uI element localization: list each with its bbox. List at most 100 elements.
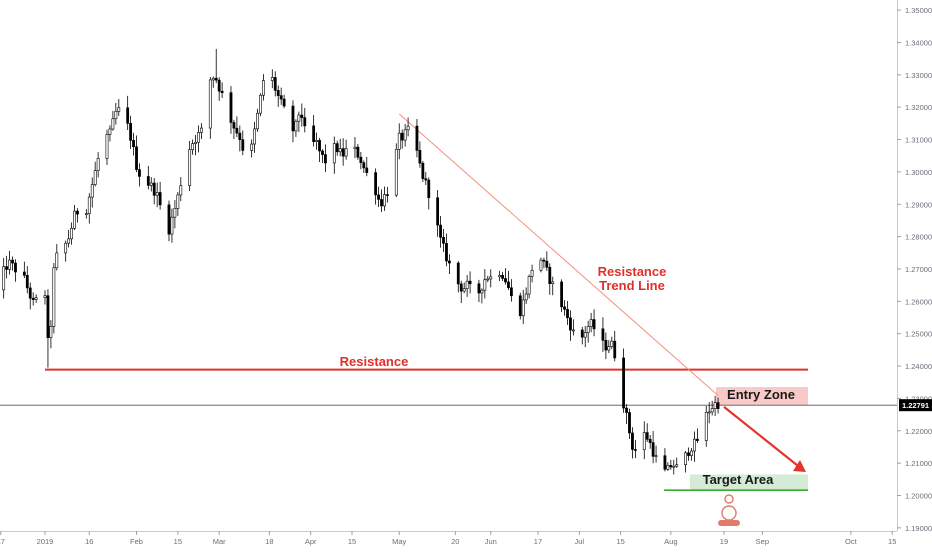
candle-bullish	[34, 297, 38, 300]
x-tick-label: Jul	[575, 537, 585, 546]
candle-bullish	[179, 185, 183, 196]
candle-bearish	[14, 262, 17, 273]
candle-bearish	[687, 452, 690, 456]
x-tick-label: 17	[0, 537, 5, 546]
candle-bullish	[105, 134, 109, 159]
y-tick-label: 1.31000	[905, 136, 932, 145]
candle-bullish	[250, 143, 254, 151]
y-tick-label: 1.25000	[905, 330, 932, 339]
candle-bullish	[572, 329, 575, 332]
x-tick-label: 17	[534, 537, 542, 546]
y-tick-label: 1.28000	[905, 233, 932, 242]
candle-bullish	[114, 110, 118, 120]
candle-bullish	[208, 79, 212, 129]
candle-bullish	[344, 148, 348, 157]
x-tick-label: 15	[174, 537, 182, 546]
candle-bullish	[297, 114, 301, 122]
candle-bullish	[524, 293, 528, 301]
candle-bullish	[315, 140, 318, 142]
candle-bearish	[312, 125, 316, 142]
candle-bullish	[73, 210, 76, 229]
x-tick-label: 16	[85, 537, 93, 546]
short-arrow-head	[793, 460, 806, 472]
candle-bearish	[220, 90, 224, 93]
candle-bullish	[338, 148, 342, 153]
candle-bullish	[200, 127, 203, 133]
candle-bullish	[52, 267, 56, 327]
candle-bullish	[539, 259, 543, 271]
candle-bearish	[501, 275, 504, 279]
y-tick-label: 1.20000	[905, 492, 932, 501]
candle-bearish	[545, 260, 549, 268]
candle-bearish	[374, 172, 378, 196]
candle-bullish	[262, 80, 265, 96]
x-tick-label: Sep	[756, 537, 769, 546]
tradingview-logo	[718, 494, 740, 526]
candle-bearish	[362, 162, 366, 169]
y-tick-label: 1.21000	[905, 459, 932, 468]
candle-bullish	[259, 94, 262, 114]
candle-bearish	[421, 162, 425, 179]
candle-bullish	[111, 118, 115, 130]
candle-bearish	[628, 412, 631, 434]
candle-bearish	[135, 146, 138, 170]
candle-bearish	[418, 150, 422, 164]
candle-bullish	[684, 452, 687, 466]
y-tick-label: 1.24000	[905, 362, 932, 371]
y-tick-label: 1.35000	[905, 6, 932, 15]
candle-bearish	[291, 105, 295, 132]
candle-bullish	[521, 299, 525, 317]
x-tick-label: Feb	[130, 537, 143, 546]
candle-bullish	[498, 275, 502, 278]
candle-bearish	[386, 194, 389, 196]
candle-bullish	[211, 77, 215, 81]
x-tick-label: May	[392, 537, 406, 546]
candle-bullish	[394, 149, 398, 196]
x-tick-label: 15	[616, 537, 624, 546]
trend-line-label-line-1: Resistance	[598, 264, 667, 279]
candle-bearish	[380, 199, 383, 207]
target-zone	[690, 474, 808, 490]
candle-bullish	[406, 125, 410, 131]
candle-bearish	[22, 271, 26, 276]
candle-bearish	[648, 439, 652, 443]
candle-bearish	[341, 148, 345, 157]
candle-bullish	[256, 112, 259, 130]
candle-bearish	[518, 295, 522, 317]
candle-bearish	[300, 114, 304, 118]
candle-bullish	[462, 288, 466, 292]
candle-bullish	[253, 128, 256, 145]
y-tick-label: 1.29000	[905, 200, 932, 209]
candle-bullish	[403, 129, 407, 141]
candle-bearish	[152, 182, 156, 196]
candle-bearish	[507, 281, 510, 289]
candle-bullish	[90, 184, 94, 198]
candle-bullish	[551, 281, 555, 284]
candle-bearish	[279, 95, 283, 100]
candle-bearish	[645, 432, 649, 440]
y-tick-label: 1.30000	[905, 168, 932, 177]
candle-bullish	[530, 269, 534, 277]
x-tick-label: 18	[265, 537, 273, 546]
candle-bullish	[197, 132, 200, 143]
candle-bearish	[25, 274, 29, 289]
x-tick-label: 15	[888, 537, 896, 546]
candle-bearish	[126, 107, 130, 124]
candle-bullish	[489, 276, 493, 280]
candle-bullish	[713, 402, 717, 409]
candle-bearish	[158, 192, 162, 206]
candle-bearish	[273, 77, 277, 91]
candle-bearish	[11, 259, 14, 264]
candle-bullish	[270, 77, 274, 81]
candle-bearish	[146, 176, 150, 186]
entry-zone-label: Entry Zone	[727, 387, 795, 402]
candle-bullish	[483, 279, 487, 291]
candle-bullish	[67, 238, 71, 244]
candle-bearish	[663, 455, 667, 470]
y-tick-label: 1.32000	[905, 103, 932, 112]
candle-bearish	[633, 449, 637, 451]
candle-bullish	[117, 107, 121, 112]
candle-bearish	[217, 79, 221, 92]
